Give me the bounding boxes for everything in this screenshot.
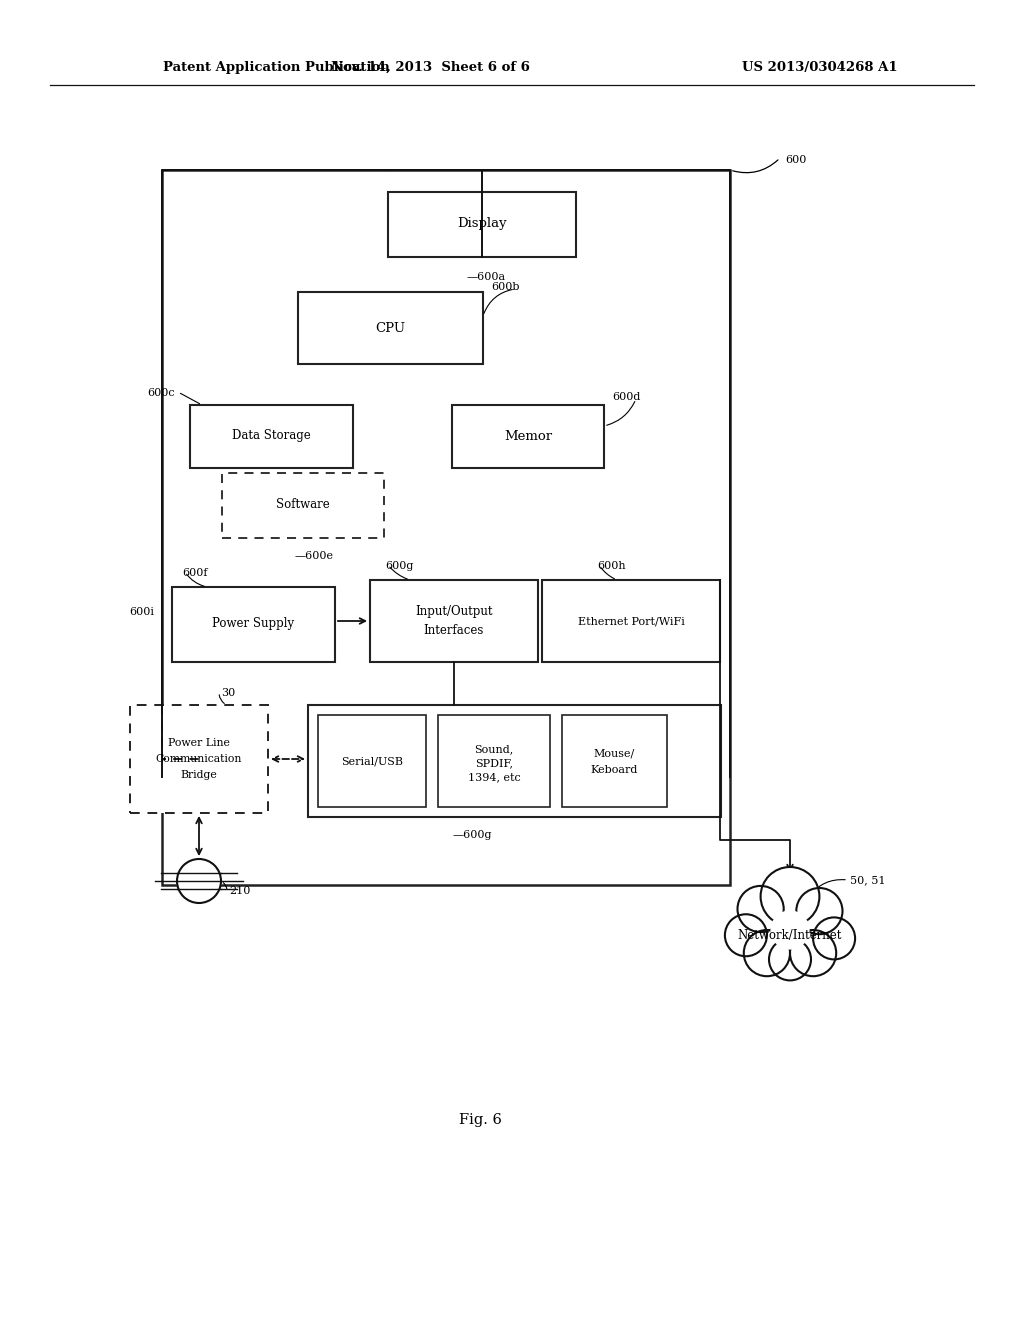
Bar (222, 473, 384, 539)
Circle shape (813, 917, 855, 960)
Text: Keboard: Keboard (590, 766, 638, 775)
Text: Mouse/: Mouse/ (593, 748, 635, 759)
Text: Memor: Memor (504, 429, 552, 442)
Text: CPU: CPU (375, 322, 406, 334)
Text: 600i: 600i (129, 607, 154, 616)
Text: 600c: 600c (147, 388, 175, 399)
Text: Display: Display (457, 218, 507, 231)
Bar (162, 170, 730, 884)
Text: 50, 51: 50, 51 (850, 875, 886, 884)
Text: 600d: 600d (612, 392, 640, 403)
Bar (562, 715, 667, 807)
Text: 600h: 600h (597, 561, 626, 572)
Bar (208, 422, 371, 486)
Text: Patent Application Publication: Patent Application Publication (163, 61, 390, 74)
Circle shape (737, 886, 783, 932)
Text: Bridge: Bridge (180, 770, 217, 780)
Circle shape (769, 939, 811, 981)
Text: 600: 600 (785, 154, 806, 165)
Text: —600e: —600e (295, 550, 334, 561)
Bar (308, 705, 721, 817)
Bar (452, 405, 604, 469)
Bar (318, 715, 426, 807)
Bar (130, 705, 268, 813)
Text: Nov. 14, 2013  Sheet 6 of 6: Nov. 14, 2013 Sheet 6 of 6 (331, 61, 529, 74)
Bar (542, 579, 720, 663)
Bar (388, 191, 575, 257)
Circle shape (743, 931, 790, 977)
Circle shape (725, 915, 767, 956)
Bar (172, 587, 335, 663)
Text: Power Line: Power Line (168, 738, 230, 748)
Circle shape (771, 911, 809, 949)
Text: 30: 30 (221, 688, 236, 698)
Text: Sound,: Sound, (474, 744, 514, 754)
Text: SPDIF,: SPDIF, (475, 758, 513, 768)
Text: Fig. 6: Fig. 6 (459, 1113, 502, 1127)
Text: US 2013/0304268 A1: US 2013/0304268 A1 (742, 61, 898, 74)
Text: Power Supply: Power Supply (212, 618, 294, 631)
Text: 1394, etc: 1394, etc (468, 772, 520, 781)
Text: Input/Output: Input/Output (416, 605, 493, 618)
Text: —600a: —600a (467, 272, 506, 282)
Text: Communication: Communication (156, 754, 243, 764)
Text: Serial/USB: Serial/USB (341, 756, 403, 766)
Text: Software: Software (276, 499, 330, 511)
Circle shape (790, 931, 837, 977)
Text: 600f: 600f (182, 568, 208, 578)
Text: Interfaces: Interfaces (424, 624, 484, 638)
Text: —600g: —600g (453, 830, 493, 840)
Bar (298, 292, 483, 364)
Bar (199, 414, 362, 477)
Text: Data Storage: Data Storage (231, 429, 310, 442)
Bar (370, 579, 538, 663)
Circle shape (761, 867, 819, 925)
Text: 600g: 600g (385, 561, 414, 572)
Text: Network/Internet: Network/Internet (738, 928, 842, 941)
Text: 600b: 600b (490, 282, 519, 292)
Text: 210: 210 (229, 886, 251, 896)
Bar (190, 405, 353, 469)
Circle shape (177, 859, 221, 903)
Circle shape (797, 888, 843, 935)
Text: Ethernet Port/WiFi: Ethernet Port/WiFi (578, 616, 684, 626)
Bar (438, 715, 550, 807)
